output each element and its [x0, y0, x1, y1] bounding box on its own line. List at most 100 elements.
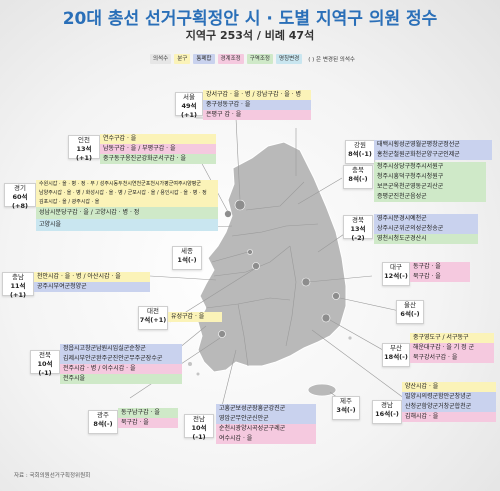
sejong-dot [247, 249, 253, 255]
region-name: 충북 [352, 166, 364, 174]
region-seats: 13석(-2) [350, 225, 366, 242]
legend-item: 구역조정 [246, 54, 273, 64]
incheon-dot [224, 210, 232, 218]
district-row: 전주시을 [60, 374, 182, 384]
region-ulsan-badge: 울산 6석(-) [396, 300, 424, 324]
region-incheon-badge: 인천 13석(+1) [68, 135, 100, 162]
district-row: 북구갑 · 을 [410, 272, 470, 282]
region-name: 대전 [147, 307, 159, 315]
region-gyeonggi-badge: 경기 60석(+8) [4, 183, 36, 210]
district-row: 홍천군철원군화천군양구군인제군 [374, 150, 492, 160]
region-name: 부산 [390, 344, 402, 352]
district-row: 수원시갑 · 을 · 병 · 정 · 무 / 성주시동두천시연천군포천시가평군여… [36, 180, 218, 189]
district-row: 성남시분당구갑 · 을 / 고양시갑 · 병 · 정 [36, 207, 218, 219]
district-row: 밀양시의령군함안군창녕군 [402, 392, 496, 402]
region-chungnam-badge: 충남 11석(+1) [2, 272, 34, 299]
region-jeonbuk-list: 정읍시고창군남원시임실군순창군 김제시부안군완주군진안군무주군장수군 전주시갑 … [60, 344, 182, 384]
region-name: 인천 [78, 136, 90, 144]
district-row: 산청군함양군거창군합천군 [402, 402, 496, 412]
region-busan-list: 중구영도구 / 서구동구 해운대구갑 · 을 기 정 군 북구강서구갑 · 을 [410, 333, 494, 363]
district-row: 양산시갑 · 을 [402, 382, 496, 392]
source-note: 자료 : 국회의원선거구획정위원회 [14, 473, 91, 479]
region-name: 경북 [352, 216, 364, 224]
ulsan-dot [332, 292, 340, 300]
legend-item: 통폐합 [193, 54, 215, 64]
korea-mainland-shape [197, 141, 347, 373]
district-row: 보은군옥천군영동군괴산군 [374, 182, 486, 192]
region-name: 세종 [181, 247, 193, 255]
district-row: 연수구갑 · 을 [100, 134, 216, 144]
region-name: 제주 [340, 397, 352, 405]
busan-dot [321, 313, 331, 323]
district-row: 김제시부안군완주군진안군무주군장수군 [60, 354, 182, 364]
region-seats: 8석(-1) [348, 150, 372, 158]
region-seats: 18석(-) [384, 353, 408, 361]
district-row: 유성구갑 · 을 [168, 312, 222, 322]
region-name: 전북 [39, 351, 51, 359]
region-jeonnam-badge: 전남 10석(-1) [184, 414, 214, 441]
page-title: 20대 총선 선거구획정안 시 · 도별 지역구 의원 정수 [62, 9, 438, 29]
region-seoul-badge: 서울 49석(+1) [175, 92, 203, 119]
district-row: 영천시청도군경산시 [374, 234, 478, 244]
region-seats: 3석(-) [336, 406, 356, 414]
district-row: 김포시갑 · 을 / 광주시갑 · 을 [36, 198, 218, 207]
district-row: 동구남구갑 · 을 [118, 408, 178, 418]
district-row: 중구성동구갑 · 을 [203, 100, 311, 110]
district-row: 영주시문경시예천군 [374, 214, 478, 224]
seoul-dot [234, 199, 246, 211]
region-name: 경남 [381, 401, 393, 409]
region-seats: 8석(-) [348, 175, 368, 183]
region-name: 경기 [14, 184, 26, 192]
district-row: 중구동구옹진군강화군서구갑 · 을 [100, 154, 216, 164]
region-seats: 10석(-1) [191, 424, 207, 441]
region-seats: 6석(-) [400, 310, 420, 318]
district-row: 고흥군보성군장흥군강진군 [216, 404, 316, 414]
region-gangwon-list: 태백시횡성군영월군평창군정선군 홍천군철원군화천군양구군인제군 [374, 140, 492, 160]
region-gyeongnam-list: 양산시갑 · 을 밀양시의령군함안군창녕군 산청군함양군거창군합천군 김해시갑 … [402, 382, 496, 422]
region-name: 전남 [193, 415, 205, 423]
region-seats: 60석(+8) [12, 193, 28, 210]
region-daegu-badge: 대구 12석(-) [382, 262, 410, 286]
jeju-island [307, 383, 337, 397]
region-gwangju-badge: 광주 8석(-) [88, 410, 118, 434]
region-gangwon-badge: 강원 8석(-1) [345, 140, 375, 164]
region-gyeongbuk-badge: 경북 13석(-2) [343, 215, 373, 242]
region-name: 광주 [97, 411, 109, 419]
district-row: 청주시상당구청주시서원구 [374, 162, 486, 172]
district-row: 남양주시갑 · 을 · 병 / 화성시갑 · 을 · 병 / 군포시갑 · 을 … [36, 189, 218, 198]
region-seats: 7석(+1) [139, 316, 167, 324]
district-row: 은평구 갑 · 을 [203, 110, 311, 120]
region-name: 충남 [12, 273, 24, 281]
district-row: 여수시갑 · 을 [216, 434, 316, 444]
district-row: 강서구갑 · 을 · 병 / 강남구갑 · 을 · 병 [203, 90, 311, 100]
region-daejeon-list: 유성구갑 · 을 [168, 312, 222, 322]
region-gyeongbuk-list: 영주시문경시예천군 상주시군위군의성군청송군 영천시청도군경산시 [374, 214, 478, 244]
district-row: 고양시을 [36, 219, 218, 231]
legend-item: 분구 [174, 54, 191, 64]
district-row: 공주시부여군청양군 [34, 282, 150, 292]
region-jeonbuk-badge: 전북 10석(-1) [30, 350, 60, 377]
region-seats: 8석(-) [93, 420, 113, 428]
district-row: 순천시광양시곡성군구례군 [216, 424, 316, 434]
region-name: 대구 [390, 263, 402, 271]
region-seats: 10석(-1) [37, 360, 53, 377]
region-seats: 16석(-) [375, 410, 399, 418]
region-seats: 11석(+1) [10, 282, 26, 299]
region-name: 강원 [354, 141, 366, 149]
region-jeonnam-list: 고흥군보성군장흥군강진군 영암군무안군신안군 순천시광양시곡성군구례군 여수시갑… [216, 404, 316, 444]
region-gwangju-list: 동구남구갑 · 을 북구갑 · 을 [118, 408, 178, 428]
district-row: 동구갑 · 을 [410, 262, 470, 272]
district-row: 천안시갑 · 을 · 병 / 아산시갑 · 을 [34, 272, 150, 282]
region-incheon-list: 연수구갑 · 을 남동구갑 · 을 / 부평구갑 · 을 중구동구옹진군강화군서… [100, 134, 216, 164]
district-row: 중구영도구 / 서구동구 [410, 333, 494, 343]
region-seats: 49석(+1) [181, 102, 197, 119]
region-name: 울산 [404, 301, 416, 309]
district-row: 전주시갑 · 병 / 이수시갑 · 을 [60, 364, 182, 374]
district-row: 해운대구갑 · 을 기 정 군 [410, 343, 494, 353]
region-gyeonggi-list: 수원시갑 · 을 · 병 · 정 · 무 / 성주시동두천시연천군포천시가평군여… [36, 180, 218, 231]
legend-item: 경계조정 [217, 54, 244, 64]
legend-item: 명칭변경 [276, 54, 303, 64]
gwangju-dot [218, 330, 226, 338]
